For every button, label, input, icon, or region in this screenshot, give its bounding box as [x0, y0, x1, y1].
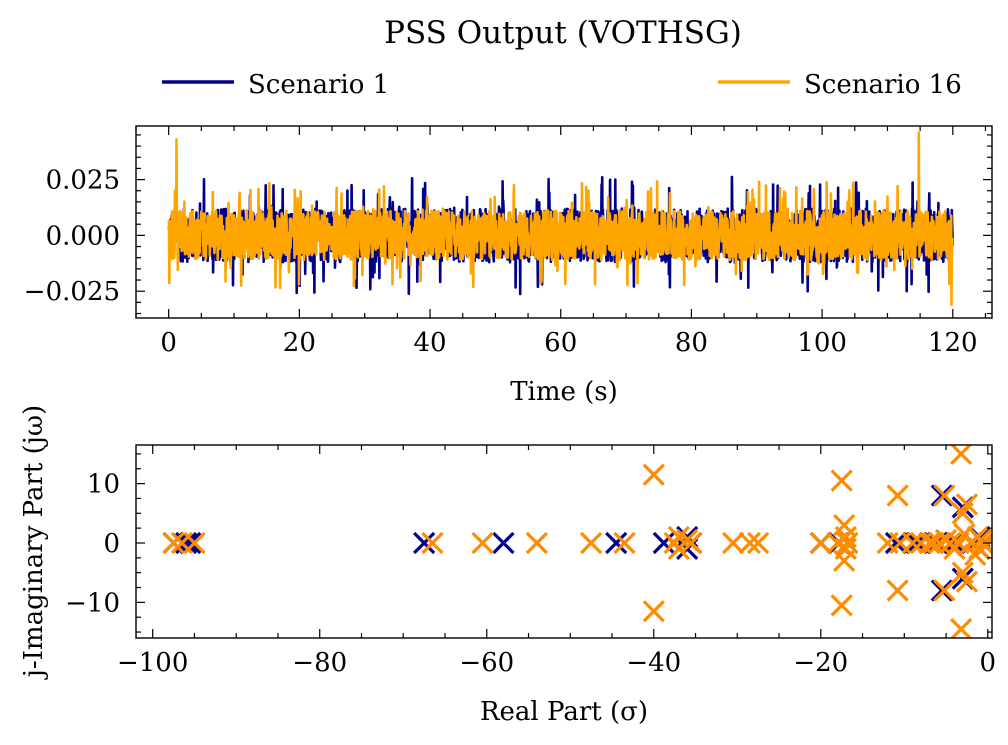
pole-plot-xtick-label: −20 [793, 648, 848, 678]
pole-marker-scenario-16 [613, 531, 636, 555]
pole-marker-scenario-16 [886, 484, 909, 507]
time-series-xtick-label: 20 [283, 328, 316, 358]
pole-marker-scenario-16 [836, 531, 859, 555]
pole-marker-scenario-16 [471, 531, 494, 555]
pole-marker-scenario-16 [809, 531, 832, 555]
chart-title: PSS Output (VOTHSG) [384, 15, 742, 51]
time-series-xtick-label: 0 [160, 328, 177, 358]
pole-marker-scenario-16 [886, 579, 909, 602]
pole-marker-scenario-1 [884, 531, 908, 555]
pole-marker-scenario-1 [412, 531, 436, 555]
pole-marker-scenario-1 [930, 579, 954, 602]
legend-label-scenario-16: Scenario 16 [804, 70, 962, 100]
pole-marker-scenario-16 [580, 531, 603, 555]
pole-plot-xtick-label: −40 [626, 648, 681, 678]
time-series-xtick-label: 60 [544, 328, 577, 358]
pole-marker-scenario-16 [928, 531, 951, 555]
time-series-lines [167, 131, 955, 306]
pole-marker-scenario-16 [901, 531, 924, 555]
pole-marker-scenario-16 [933, 579, 956, 602]
series-line-scenario-16 [167, 131, 954, 306]
pole-marker-scenario-16 [642, 600, 665, 623]
time-series-ytick-label: 0.025 [46, 166, 120, 196]
time-series-xlabel: Time (s) [510, 377, 618, 407]
pole-markers [162, 445, 992, 638]
pole-plot-ytick-label: −10 [65, 588, 120, 618]
legend: Scenario 1 Scenario 16 [162, 70, 962, 100]
pole-marker-scenario-16 [830, 594, 853, 617]
pole-marker-scenario-1 [605, 531, 628, 555]
pole-plot-xlabel: Real Part (σ) [480, 697, 648, 727]
pole-plot-ytick-label: 10 [87, 470, 120, 500]
pole-marker-scenario-16 [955, 493, 979, 516]
pole-marker-scenario-16 [738, 531, 761, 555]
pole-marker-scenario-16 [642, 463, 665, 486]
pole-plot-ytick-label: 0 [103, 529, 120, 559]
time-series-ticks: 0 20 40 60 80 100 120 −0.025 0.000 0.025 [24, 126, 992, 358]
pole-plot-xtick-label: −60 [459, 648, 514, 678]
time-series-xtick-label: 40 [413, 328, 446, 358]
time-series-plot: 0 20 40 60 80 100 120 −0.025 0.000 0.025 Time (s) [24, 125, 993, 407]
time-series-xtick-label: 80 [675, 328, 708, 358]
pole-marker-scenario-16 [949, 445, 973, 466]
pole-marker-scenario-16 [834, 537, 857, 561]
pole-marker-scenario-16 [955, 570, 979, 593]
pole-marker-scenario-1 [179, 531, 202, 555]
time-series-frame [135, 125, 993, 319]
legend-label-scenario-1: Scenario 1 [248, 70, 389, 100]
pole-marker-scenario-16 [933, 484, 956, 507]
pole-plot-xtick-label: −80 [292, 648, 347, 678]
pole-marker-scenario-16 [830, 469, 853, 492]
pole-plot-frame [135, 444, 993, 639]
pole-marker-scenario-16 [525, 531, 548, 555]
pole-marker-scenario-16 [721, 531, 745, 555]
pole-marker-scenario-16 [421, 531, 444, 555]
time-series-xtick-label: 100 [797, 328, 847, 358]
pole-marker-scenario-16 [949, 617, 973, 638]
pole-marker-scenario-16 [183, 531, 206, 555]
time-series-xtick-label: 120 [928, 328, 978, 358]
pole-marker-scenario-1 [492, 531, 515, 555]
time-series-ytick-label: −0.025 [24, 277, 120, 307]
pole-plot-xtick-label: 0 [980, 648, 997, 678]
pole-plot-ylabel: j-Imaginary Part (jω) [19, 405, 49, 680]
pole-marker-scenario-1 [652, 531, 675, 555]
pole-marker-scenario-16 [162, 531, 185, 555]
time-series-ytick-label: 0.000 [46, 221, 120, 251]
pole-marker-scenario-1 [930, 484, 954, 507]
pole-marker-scenario-16 [747, 531, 770, 555]
pole-marker-scenario-16 [680, 531, 703, 555]
pole-plot-xtick-label: −100 [117, 648, 188, 678]
